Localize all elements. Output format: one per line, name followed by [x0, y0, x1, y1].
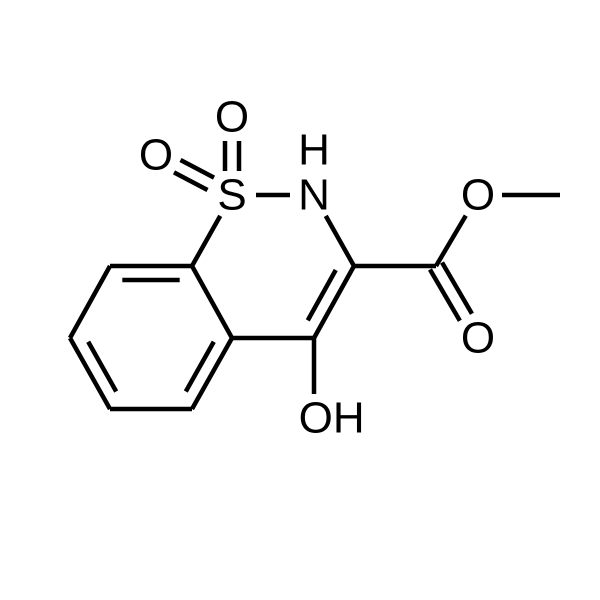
atom-OH: OH — [299, 394, 365, 443]
molecule-diagram: SNHOOOHOO — [0, 0, 600, 600]
atom-N: N — [298, 171, 330, 220]
atom-O1: O — [215, 93, 249, 142]
atom-S: S — [217, 171, 246, 220]
atom-Oest: O — [461, 171, 495, 220]
atom-NH: H — [298, 126, 330, 175]
atom-Ocarb: O — [461, 314, 495, 363]
atom-O2: O — [139, 131, 173, 180]
